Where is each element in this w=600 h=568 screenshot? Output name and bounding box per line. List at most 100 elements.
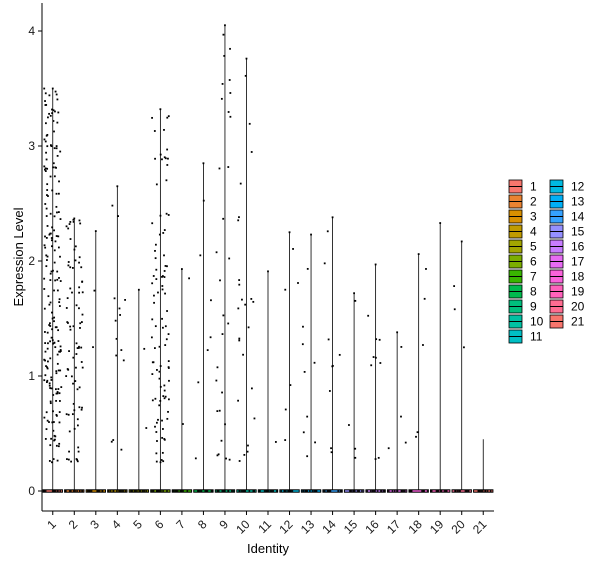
violin-group-15 [343,292,365,493]
data-point [55,147,58,150]
data-point [46,145,49,148]
data-point [57,369,60,372]
data-point [352,490,354,492]
data-point [78,386,81,389]
data-point [57,340,60,342]
data-point [45,151,47,154]
data-point [400,490,403,492]
x-tick-label: 3 [87,517,102,532]
x-tick-label: 9 [216,517,231,532]
data-point [410,490,413,492]
data-point [120,349,123,351]
data-point [159,461,162,464]
data-point [239,182,242,185]
data-point [167,115,170,118]
legend-label: 19 [571,285,585,299]
data-point [46,259,48,261]
data-point [81,490,84,492]
data-point [423,490,425,492]
data-point [163,128,165,131]
data-point [45,104,48,106]
data-point [124,490,127,492]
data-point [45,365,47,368]
data-point [118,490,121,492]
data-point [51,490,54,492]
data-point [416,431,419,434]
data-point [331,364,334,367]
y-tick-label: 2 [28,254,35,268]
data-point [159,214,162,217]
y-tick-label: 0 [28,484,35,498]
data-point [44,168,46,171]
data-point [53,175,56,178]
data-point [122,490,125,492]
data-point [152,490,154,492]
data-point [197,490,199,492]
data-point [52,429,55,432]
data-point [354,490,356,492]
data-point [64,490,67,492]
data-point [159,385,162,388]
data-point [284,408,287,411]
data-point [167,157,169,160]
data-point [155,452,158,455]
data-point [81,406,83,409]
data-point [289,490,292,492]
data-point [367,314,370,317]
data-point [337,490,339,492]
data-point [60,386,63,389]
data-point [172,490,175,492]
data-point [44,438,47,440]
legend-item-16: 16 [549,240,585,254]
data-point [269,490,271,492]
data-point [66,321,69,323]
data-point [72,402,75,405]
data-point [69,325,72,328]
data-point [382,490,385,492]
data-point [154,397,157,400]
data-point [263,490,266,492]
data-point [422,490,425,492]
data-point [374,356,377,359]
plot-area [42,24,494,493]
data-point [44,374,47,377]
data-point [66,297,69,300]
x-tick-label: 18 [405,517,425,537]
data-point [46,167,49,170]
data-point [46,419,49,422]
data-point [370,364,373,367]
legend-item-14: 14 [549,210,585,224]
legend-label: 2 [530,195,537,209]
data-point [374,263,377,266]
data-point [400,346,403,348]
data-point [56,98,59,101]
data-point [131,490,134,492]
data-point [76,490,78,492]
data-point [158,345,161,348]
data-point [210,299,212,302]
data-point [57,111,60,114]
data-point [454,490,456,492]
data-point [223,490,226,492]
y-tick-label: 1 [28,369,35,383]
data-point [227,166,230,168]
data-point [302,490,304,492]
data-point [356,490,359,492]
data-point [110,440,113,443]
data-point [453,308,456,311]
data-point [50,145,53,148]
data-point [297,282,299,284]
data-point [46,367,49,370]
data-point [274,441,277,443]
data-point [112,439,115,441]
data-point [90,490,93,492]
legend-item-8: 8 [508,285,537,299]
data-point [417,253,420,255]
data-point [59,349,62,351]
data-point [68,450,70,453]
data-point [81,366,84,369]
data-point [49,114,52,117]
data-point [55,413,58,416]
data-point [78,307,80,310]
